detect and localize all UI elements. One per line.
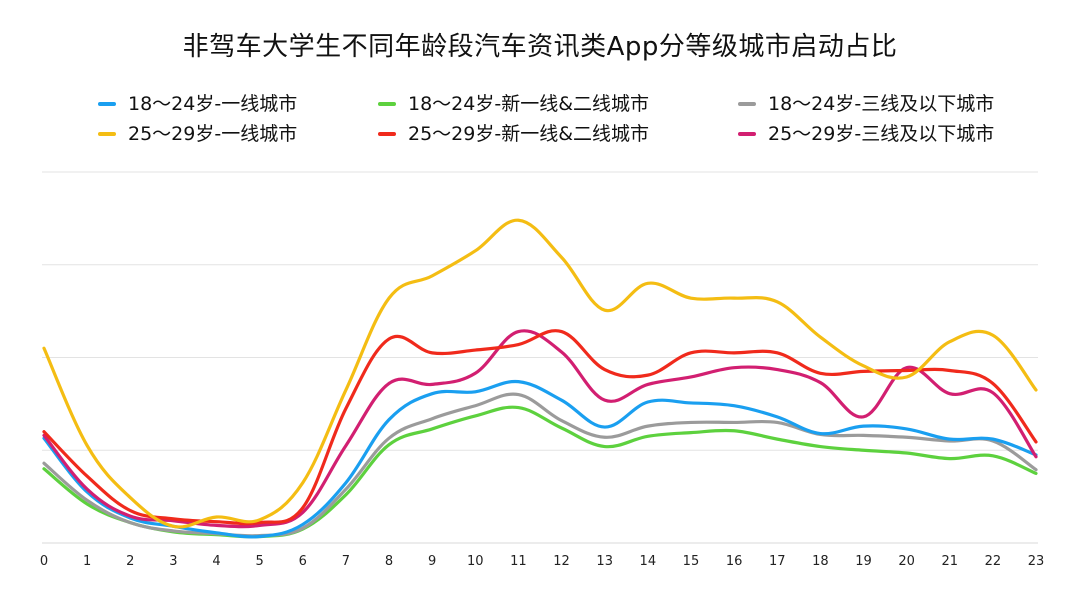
x-tick-label: 23 [1028,554,1045,569]
x-tick-label: 10 [467,554,484,569]
legend-label: 25～29岁-新一线&二线城市 [408,123,650,145]
legend-swatch [98,132,116,136]
series-line [42,379,1038,539]
x-tick-label: 0 [40,554,48,569]
x-tick-label: 16 [726,554,743,569]
x-tick-label: 5 [256,554,264,569]
grid-lines [42,171,1038,544]
x-tick-label: 21 [941,554,958,569]
legend-label: 25～29岁-一线城市 [128,123,298,145]
x-tick-label: 19 [855,554,872,569]
legend-swatch [378,132,396,136]
series-line [42,218,1038,529]
x-tick-label: 6 [299,554,307,569]
legend-swatch [98,102,116,106]
series-line [42,329,1038,526]
series-lines [42,218,1038,539]
legend-label: 18～24岁-三线及以下城市 [768,93,995,115]
x-tick-label: 13 [596,554,613,569]
x-tick-label: 2 [126,554,134,569]
x-tick-label: 11 [510,554,527,569]
x-axis-tick-labels: 0 1 2 3 4 5 6 7 8 9 10 11 12 13 14 15 16 17 18 19 20 21 22 23 [40,554,1044,569]
legend-item: 25～29岁-三线及以下城市 [738,122,1038,146]
legend-label: 18～24岁-一线城市 [128,93,298,115]
x-tick-label: 18 [812,554,829,569]
legend-swatch [738,102,756,106]
x-tick-label: 14 [640,554,657,569]
legend-item: 25～29岁-新一线&二线城市 [378,122,738,146]
legend-swatch [738,132,756,136]
chart-title: 非驾车大学生不同年龄段汽车资讯类App分等级城市启动占比 [182,32,898,62]
x-tick-label: 7 [342,554,350,569]
x-tick-label: 1 [83,554,91,569]
x-tick-label: 8 [385,554,393,569]
legend-swatch [378,102,396,106]
legend-item: 18～24岁-新一线&二线城市 [378,92,738,116]
x-tick-label: 15 [683,554,700,569]
x-tick-label: 12 [553,554,570,569]
legend-item: 18～24岁-三线及以下城市 [738,92,1038,116]
legend-label: 18～24岁-新一线&二线城市 [408,93,650,115]
x-tick-label: 3 [169,554,177,569]
x-tick-label: 17 [769,554,786,569]
x-tick-label: 20 [898,554,915,569]
legend-item: 18～24岁-一线城市 [98,92,378,116]
chart-legend: 18～24岁-一线城市 18～24岁-新一线&二线城市 18～24岁-三线及以下城市… [98,92,1038,146]
legend-label: 25～29岁-三线及以下城市 [768,123,995,145]
x-tick-label: 4 [212,554,220,569]
legend-item: 25～29岁-一线城市 [98,122,378,146]
series-line [42,329,1038,529]
x-tick-label: 22 [985,554,1002,569]
x-tick-label: 9 [428,554,436,569]
